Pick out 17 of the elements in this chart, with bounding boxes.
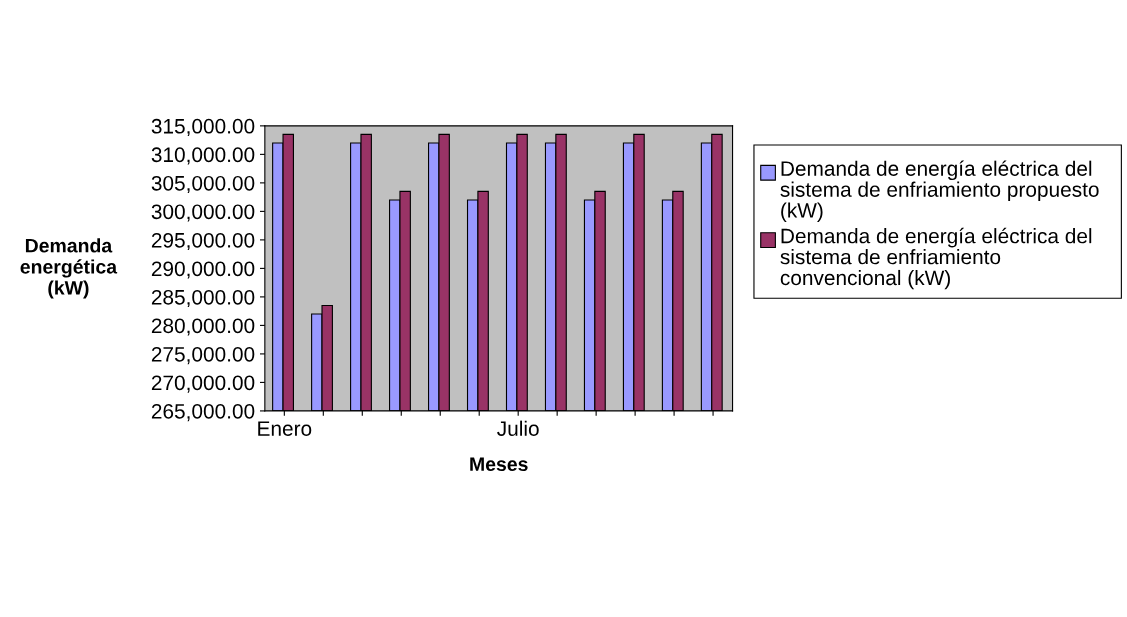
y-tick-label: 290,000.00: [151, 261, 255, 279]
x-tick-label: Enero: [258, 421, 312, 436]
y-tick-label: 310,000.00: [151, 147, 255, 165]
legend-label: Demanda de energía eléctrica del sistema de enfriamiento propuesto (kW): [780, 160, 1099, 222]
y-tick-label: 280,000.00: [151, 318, 255, 336]
x-axis-title: Meses: [470, 457, 528, 472]
x-tick-label: Julio: [497, 420, 539, 436]
legend-label: Demanda de energía eléctrica del sistema de enfriamiento convencional (kW): [780, 227, 1092, 290]
y-tick-label: 265,000.00: [151, 403, 255, 422]
y-tick-label: 315,000.00: [151, 118, 255, 137]
y-tick-label: 300,000.00: [151, 204, 255, 222]
y-tick-label: 305,000.00: [151, 175, 255, 194]
y-tick-label: 270,000.00: [151, 375, 255, 393]
y-axis-title: Demanda energética (kW): [20, 238, 118, 299]
y-tick-label: 275,000.00: [151, 346, 255, 365]
y-tick-label: 285,000.00: [151, 289, 255, 308]
y-tick-label: 295,000.00: [151, 232, 255, 251]
